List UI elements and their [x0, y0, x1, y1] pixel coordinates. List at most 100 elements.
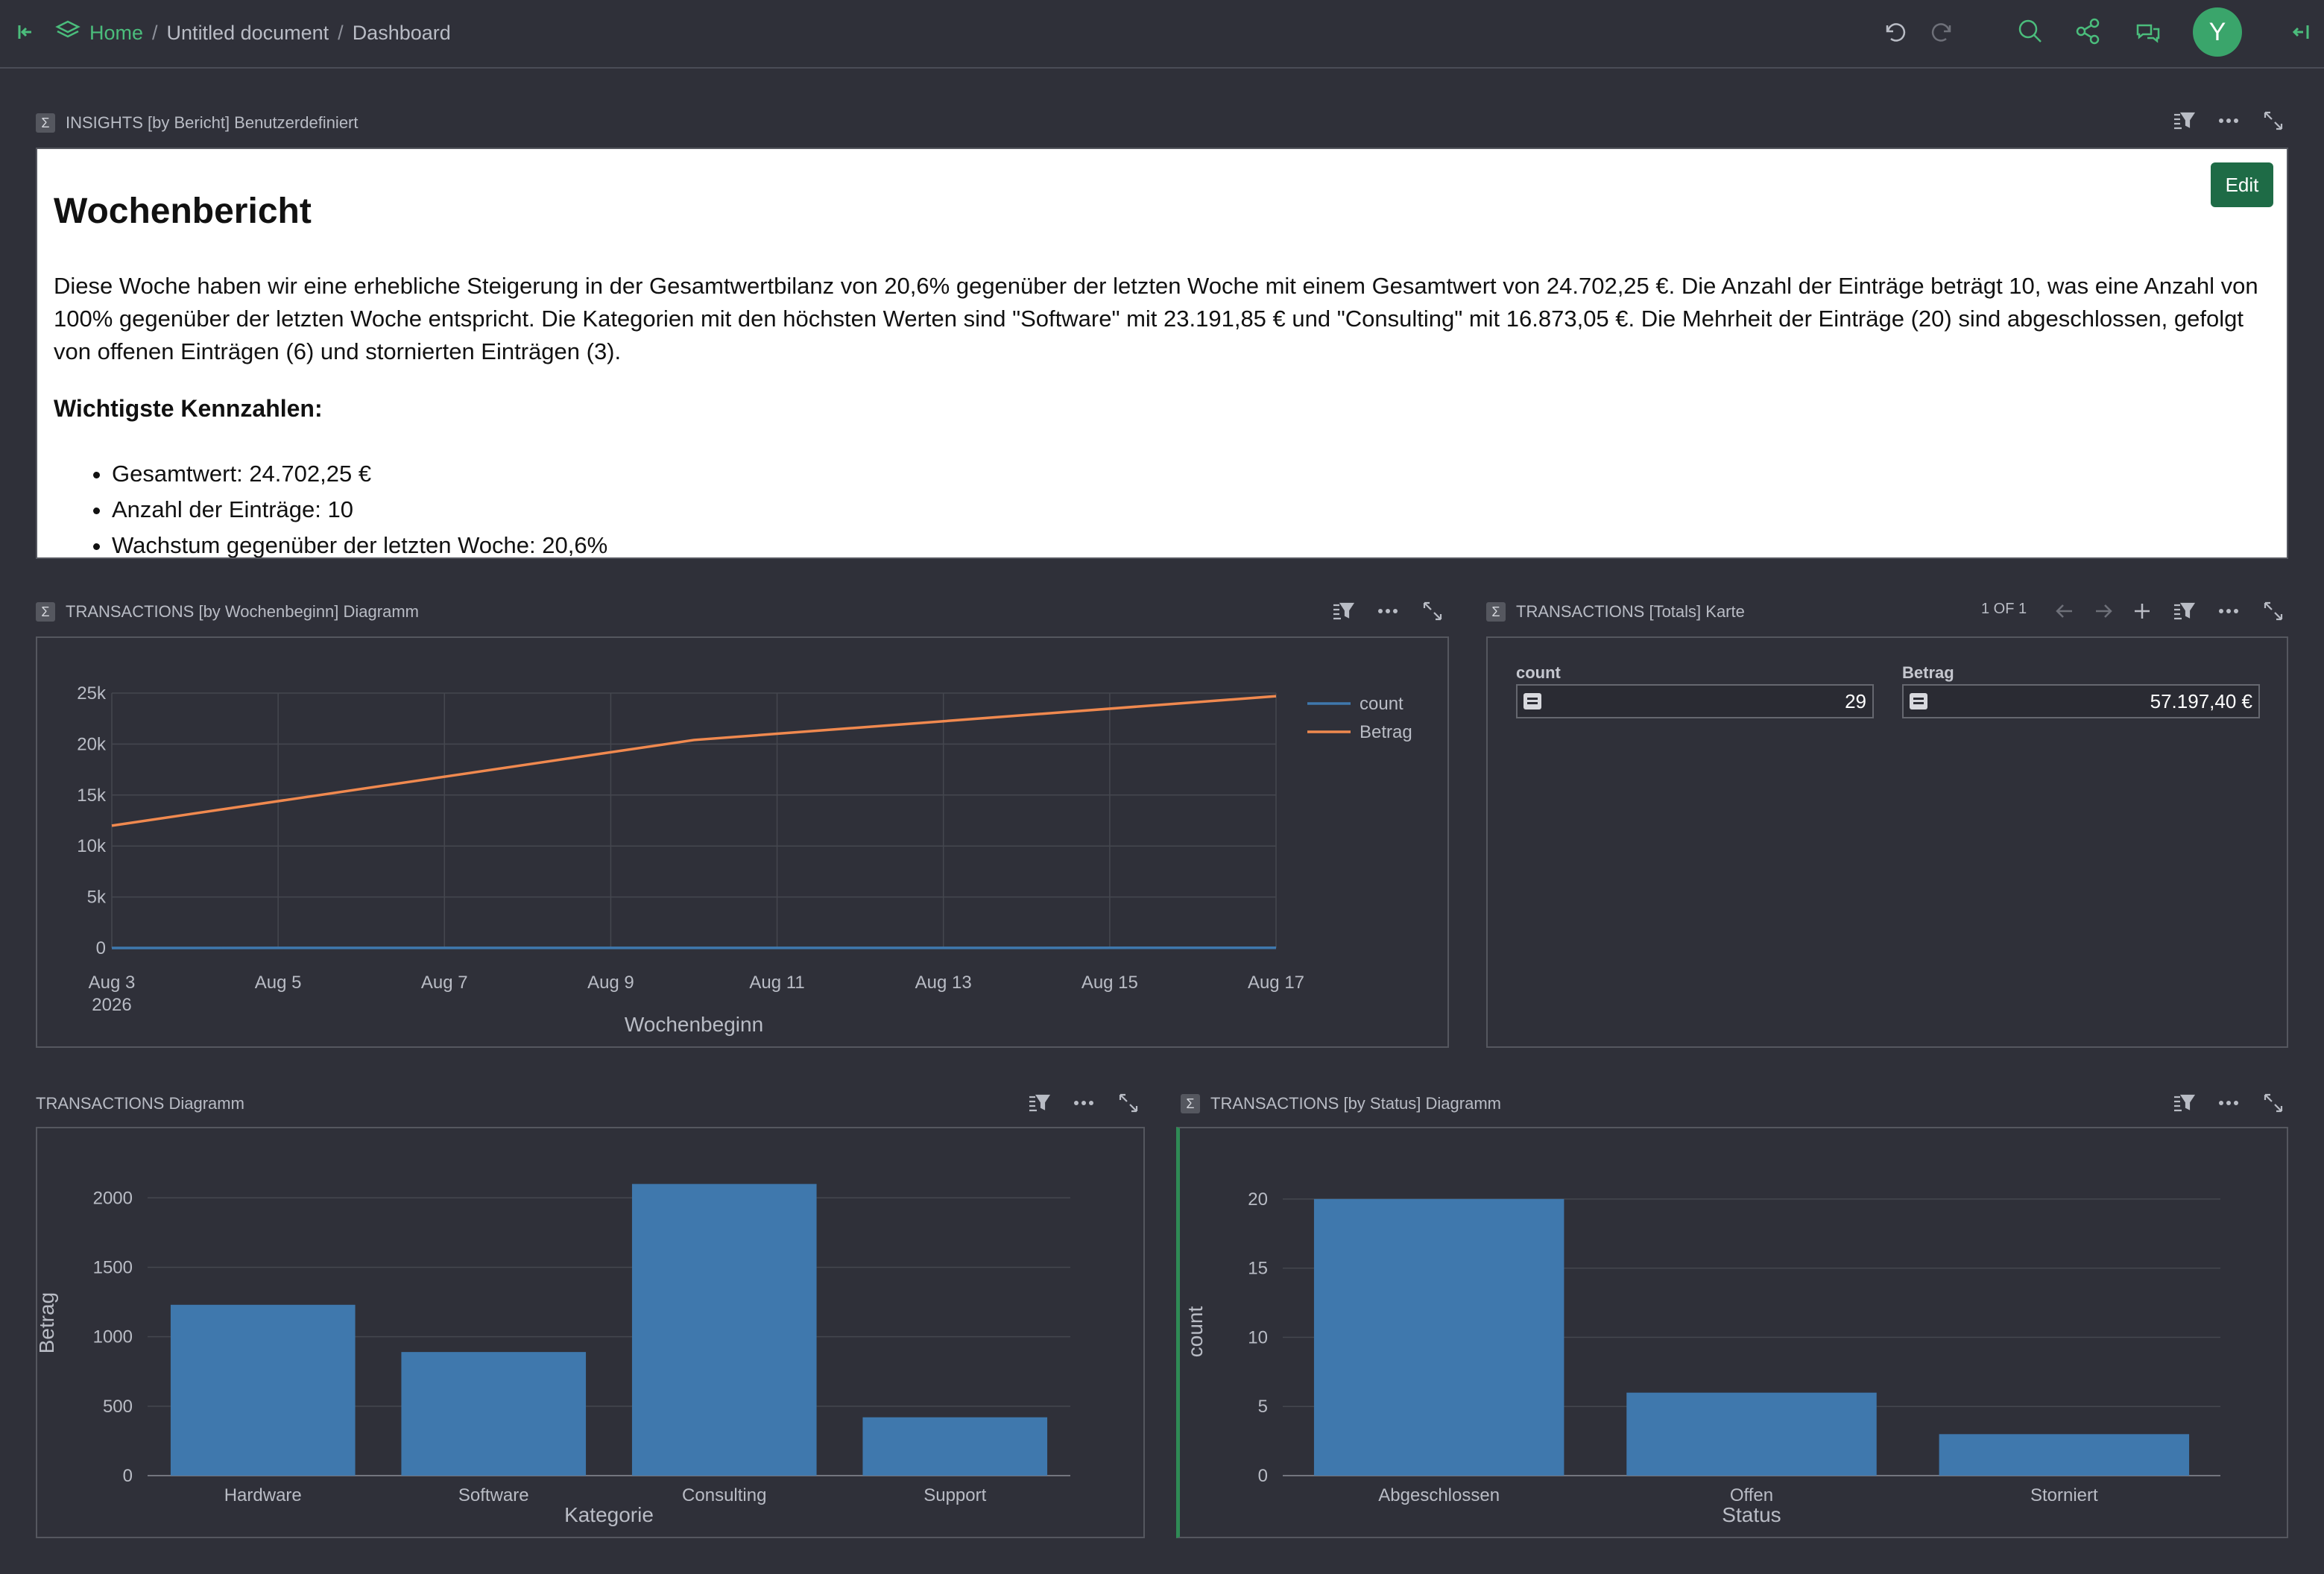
x-axis-title: Status [1722, 1503, 1781, 1526]
filter-icon[interactable] [1017, 1088, 1061, 1118]
bar-support [862, 1417, 1048, 1476]
category-title-text: TRANSACTIONS Diagramm [36, 1094, 244, 1113]
number-icon [1910, 693, 1927, 709]
x-tick-label: Software [458, 1485, 529, 1505]
status-panel-title: Σ TRANSACTIONS [by Status] Diagramm [1181, 1094, 1501, 1113]
x-axis-title: Kategorie [564, 1503, 654, 1526]
totals-tools [2045, 596, 2296, 626]
x-tick-label: Aug 13 [915, 973, 972, 993]
record-pager: 1 OF 1 [1981, 601, 2027, 617]
add-icon[interactable] [2123, 596, 2162, 626]
insights-tools [2162, 106, 2296, 136]
x-tick-label: Storniert [2030, 1485, 2098, 1505]
search-icon[interactable] [2015, 16, 2045, 50]
x-axis-title: Wochenbeginn [625, 1013, 763, 1036]
x-tick-label: Offen [1730, 1485, 1773, 1505]
series-line-betrag [111, 695, 1277, 827]
bar-hardware [170, 1304, 356, 1476]
totals-title-text: TRANSACTIONS [Totals] Karte [1516, 602, 1745, 621]
comments-icon[interactable] [2133, 18, 2163, 51]
x-tick-label: Aug 7 [421, 973, 468, 993]
x-tick-label: Support [923, 1485, 986, 1505]
edit-button[interactable]: Edit [2211, 162, 2273, 207]
share-icon[interactable] [2074, 16, 2103, 50]
y-axis-title: Betrag [37, 1292, 58, 1354]
report-body: Diese Woche haben wir eine erhebliche St… [54, 273, 2258, 364]
y-axis-title: count [1184, 1306, 1207, 1358]
status-chart-box: 0 5 10 15 20 Abgeschlossen Offen Storniert Statu… [1176, 1127, 2288, 1538]
breadcrumb-home[interactable]: Home [89, 22, 144, 44]
weekly-title-text: TRANSACTIONS [by Wochenbeginn] Diagramm [66, 602, 419, 621]
expand-icon[interactable] [1410, 596, 1455, 626]
bar-storniert [1939, 1434, 2190, 1476]
y-tick-label: 500 [103, 1397, 133, 1417]
key-figures-list: Gesamtwert: 24.702,25 € Anzahl der Eintr… [112, 456, 607, 557]
betrag-field[interactable]: 57.197,40 € [1902, 684, 2260, 718]
y-tick-label: 1000 [93, 1327, 133, 1347]
insights-report: Edit Wochenbericht Diese Woche haben wir… [36, 148, 2288, 559]
expand-icon[interactable] [2251, 1088, 2296, 1118]
sigma-icon: Σ [36, 602, 55, 622]
count-value: 29 [1845, 690, 1866, 712]
y-tick-label: 15k [77, 786, 107, 806]
x-tick-label: Aug 17 [1248, 973, 1304, 993]
status-title-text: TRANSACTIONS [by Status] Diagramm [1210, 1094, 1501, 1113]
expand-icon[interactable] [2251, 106, 2296, 136]
totals-card-box: count 29 Betrag 57.197,40 € [1486, 636, 2288, 1048]
betrag-value: 57.197,40 € [2150, 690, 2252, 712]
y-tick-label: 0 [1258, 1466, 1268, 1486]
totals-panel-title: Σ TRANSACTIONS [Totals] Karte [1486, 602, 1745, 622]
more-icon[interactable] [2206, 106, 2251, 136]
bar-consulting [631, 1183, 817, 1476]
arrow-left-icon[interactable] [2045, 596, 2084, 626]
breadcrumb-page: Dashboard [352, 22, 451, 44]
list-item: Anzahl der Einträge: 10 [112, 492, 607, 528]
status-bar-chart[interactable]: 0 5 10 15 20 Abgeschlossen Offen Storniert Statu… [1180, 1128, 2286, 1537]
weekly-panel-title: Σ TRANSACTIONS [by Wochenbeginn] Diagram… [36, 602, 419, 622]
collapse-right-icon[interactable] [2288, 19, 2314, 45]
category-panel-title: TRANSACTIONS Diagramm [36, 1094, 244, 1113]
x-tick-label: Aug 9 [587, 973, 634, 993]
top-bar: Home / Untitled document / Dashboard Y [0, 0, 2324, 69]
more-icon[interactable] [1061, 1088, 1106, 1118]
x-tick-label: Consulting [682, 1485, 766, 1505]
expand-icon[interactable] [2251, 596, 2296, 626]
y-tick-label: 10k [77, 836, 107, 856]
list-item: Wachstum gegenüber der letzten Woche: 20… [112, 528, 607, 557]
y-tick-label: 5 [1258, 1397, 1268, 1417]
category-bar-chart[interactable]: 0 500 1000 1500 2000 Hardware Software Consulti… [35, 1128, 1143, 1537]
expand-icon[interactable] [1106, 1088, 1151, 1118]
bar-abgeschlossen [1313, 1198, 1564, 1476]
sigma-icon: Σ [1486, 602, 1506, 622]
collapse-left-icon[interactable] [12, 19, 37, 45]
sigma-icon: Σ [36, 113, 55, 133]
y-tick-label: 1500 [93, 1257, 133, 1277]
weekly-chart-box: 0 5k 10k 15k 20k 25k Aug 3 Aug 5 Aug 7 Aug 9 Aug 1… [36, 636, 1449, 1048]
more-icon[interactable] [1365, 596, 1410, 626]
more-icon[interactable] [2206, 596, 2251, 626]
x-tick-label: Aug 3 [89, 973, 136, 993]
key-figures-heading: Wichtigste Kennzahlen: [54, 395, 323, 422]
filter-icon[interactable] [2162, 1088, 2206, 1118]
y-tick-label: 2000 [93, 1188, 133, 1208]
breadcrumb-document[interactable]: Untitled document [166, 22, 329, 44]
redo-icon[interactable] [1929, 18, 1957, 50]
x-tick-label: Aug 5 [255, 973, 302, 993]
count-field[interactable]: 29 [1516, 684, 1874, 718]
x-tick-label: Abgeschlossen [1378, 1485, 1500, 1505]
weekly-line-chart[interactable]: 0 5k 10k 15k 20k 25k Aug 3 Aug 5 Aug 7 Aug 9 Aug 1… [37, 638, 1447, 1046]
x-tick-year: 2026 [92, 995, 131, 1015]
y-tick-label: 15 [1248, 1259, 1268, 1279]
x-tick-label: Hardware [224, 1485, 302, 1505]
arrow-right-icon[interactable] [2084, 596, 2123, 626]
category-tools [1017, 1088, 1151, 1118]
avatar[interactable]: Y [2193, 7, 2242, 57]
filter-icon[interactable] [2162, 106, 2206, 136]
legend-label: count [1360, 694, 1403, 714]
filter-icon[interactable] [2162, 596, 2206, 626]
more-icon[interactable] [2206, 1088, 2251, 1118]
filter-icon[interactable] [1321, 596, 1365, 626]
undo-icon[interactable] [1880, 18, 1908, 50]
x-tick-label: Aug 11 [749, 973, 804, 993]
insights-title-text: INSIGHTS [by Bericht] Benutzerdefiniert [66, 113, 359, 132]
